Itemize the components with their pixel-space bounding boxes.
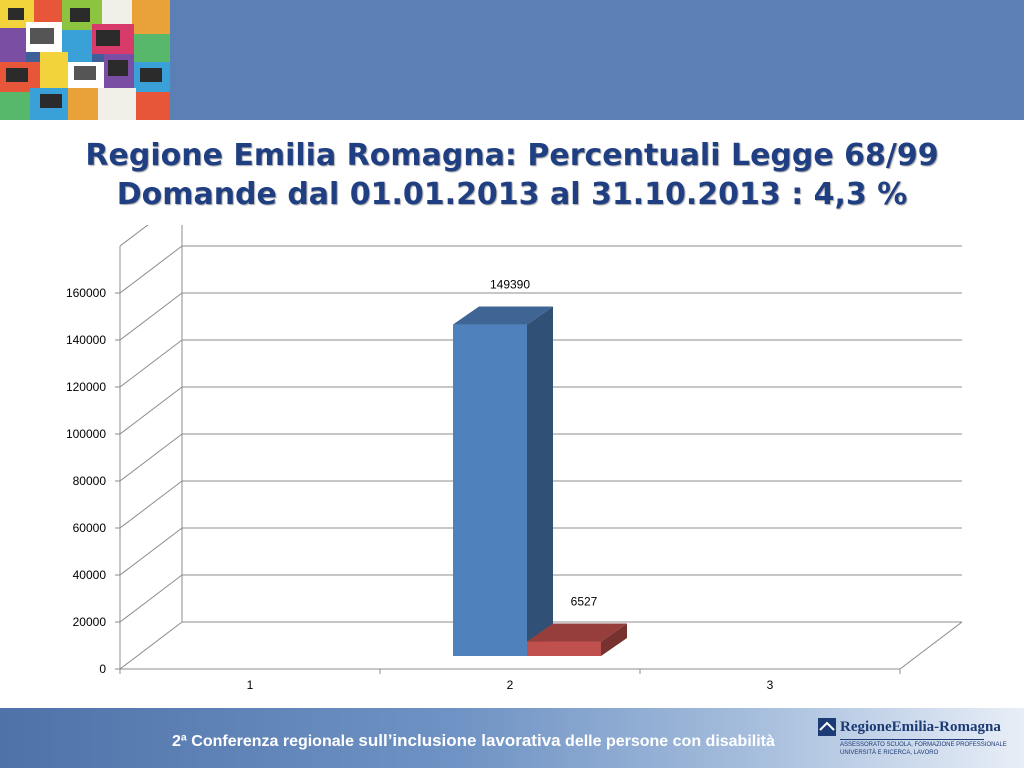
gridline-diagonal (119, 386, 183, 435)
bar-front (527, 641, 601, 656)
bar-top (527, 623, 627, 642)
gridline-diagonal (119, 574, 183, 623)
conference-title-part-1: 2ª Conferenza regionale (172, 733, 359, 750)
conference-title-part-3: delle persone con disabilità (560, 733, 775, 750)
y-tick-label: 100000 (66, 427, 106, 441)
y-tick-label: 140000 (66, 333, 106, 347)
y-tick-label: 80000 (73, 474, 107, 488)
x-tick-label: 3 (767, 678, 774, 692)
gridline-diagonal (119, 527, 183, 576)
collage-illustration (0, 0, 170, 120)
logo-divider (840, 739, 984, 740)
x-tick-label: 1 (247, 678, 254, 692)
chart-labels: 0 20000 40000 60000 80000 100000 120000 140000 1… (66, 278, 774, 692)
gridline-diagonal (119, 292, 183, 341)
conference-title-part-2: sull’inclusione lavorativa (358, 731, 561, 750)
bar-data-label: 149390 (490, 278, 530, 292)
x-tick-label: 2 (507, 678, 514, 692)
title-line-1: Regione Emilia Romagna: Percentuali Legg… (85, 138, 939, 173)
chart-bars (453, 306, 627, 656)
footer-banner: 2ª Conferenza regionale sull’inclusione … (0, 708, 1024, 768)
y-tick-label: 0 (99, 662, 106, 676)
bar-side (601, 623, 627, 656)
bar-top (453, 306, 553, 325)
floor-right-edge (899, 621, 963, 670)
bar-data-label: 6527 (571, 595, 598, 609)
logo-name: RegioneEmilia-Romagna (840, 719, 1001, 735)
title-line-2: Domande dal 01.01.2013 al 31.10.2013 : 4… (116, 177, 908, 212)
y-tick-label: 20000 (73, 615, 107, 629)
y-tick-label: 60000 (73, 521, 107, 535)
gridline-diagonal (119, 245, 183, 294)
gridline-diagonal-top (119, 225, 149, 247)
bar-chart: 0 20000 40000 60000 80000 100000 120000 140000 1… (66, 225, 963, 692)
bar-front (453, 324, 527, 656)
bar-side (527, 306, 553, 656)
chart-axes (115, 225, 963, 674)
regione-logo-mark-icon (818, 718, 836, 736)
logo-subtitle-2: UNIVERSITÀ E RICERCA, LAVORO (840, 750, 939, 756)
y-tick-label: 40000 (73, 568, 107, 582)
chart-grid (119, 225, 962, 670)
gridline-diagonal (119, 339, 183, 388)
logo-subtitle-1: ASSESSORATO SCUOLA, FORMAZIONE PROFESSIO… (840, 742, 1007, 748)
conference-title: 2ª Conferenza regionale sull’inclusione … (172, 731, 775, 751)
regione-logo: RegioneEmilia-Romagna ASSESSORATO SCUOLA… (818, 718, 1007, 764)
gridline-diagonal (119, 480, 183, 529)
top-banner (0, 0, 1024, 120)
wall-top-guide (120, 225, 182, 293)
y-tick-label: 120000 (66, 380, 106, 394)
gridline-diagonal (119, 433, 183, 482)
slide-title: Regione Emilia Romagna: Percentuali Legg… (0, 136, 1024, 214)
y-tick-label: 160000 (66, 286, 106, 300)
gridline-diagonal (119, 621, 183, 670)
